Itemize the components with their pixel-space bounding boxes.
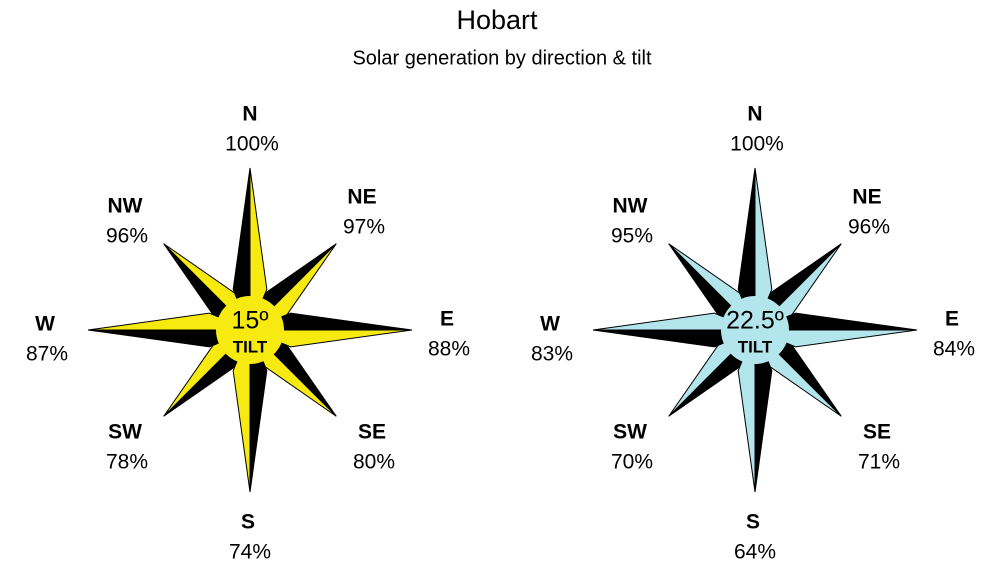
direction-name: S [241, 511, 255, 534]
direction-name: SW [108, 421, 142, 444]
title: Hobart [456, 5, 538, 35]
direction-value: 97% [343, 216, 385, 239]
direction-value: 100% [225, 133, 279, 156]
direction-name: NW [108, 195, 143, 218]
direction-name: SW [613, 421, 647, 444]
direction-name: NW [613, 195, 648, 218]
tilt-label: TILT [233, 337, 268, 356]
direction-value: 100% [730, 133, 784, 156]
direction-value: 83% [531, 343, 573, 366]
rose-center [216, 296, 284, 364]
direction-name: NE [852, 186, 881, 209]
direction-value: 78% [106, 451, 148, 474]
direction-value: 95% [611, 225, 653, 248]
direction-name: N [242, 103, 257, 126]
direction-value: 84% [933, 338, 975, 361]
direction-name: E [945, 308, 959, 331]
direction-value: 87% [26, 343, 68, 366]
direction-name: S [746, 511, 760, 534]
tilt-value: 15º [232, 307, 269, 335]
direction-value: 88% [428, 338, 470, 361]
tilt-label: TILT [738, 337, 773, 356]
direction-value: 70% [611, 451, 653, 474]
direction-value: 80% [353, 451, 395, 474]
direction-value: 64% [734, 541, 776, 564]
direction-value: 96% [848, 216, 890, 239]
direction-value: 71% [858, 451, 900, 474]
direction-name: W [35, 313, 55, 336]
direction-name: SE [358, 421, 386, 444]
direction-name: SE [863, 421, 891, 444]
direction-name: W [540, 313, 560, 336]
direction-value: 96% [106, 225, 148, 248]
compass-rose: 15º TILT N 100% NE 97% E 88% SE 80% S 74% SW 78% W 87% N… [26, 103, 470, 564]
rose-center [721, 296, 789, 364]
direction-value: 74% [229, 541, 271, 564]
direction-name: NE [347, 186, 376, 209]
subtitle: Solar generation by direction & tilt [352, 47, 651, 69]
compass-rose: 22.5º TILT N 100% NE 96% E 84% SE 71% S 64% SW 70% W 83… [531, 103, 975, 564]
direction-name: N [747, 103, 762, 126]
direction-name: E [440, 308, 454, 331]
tilt-value: 22.5º [726, 307, 784, 335]
